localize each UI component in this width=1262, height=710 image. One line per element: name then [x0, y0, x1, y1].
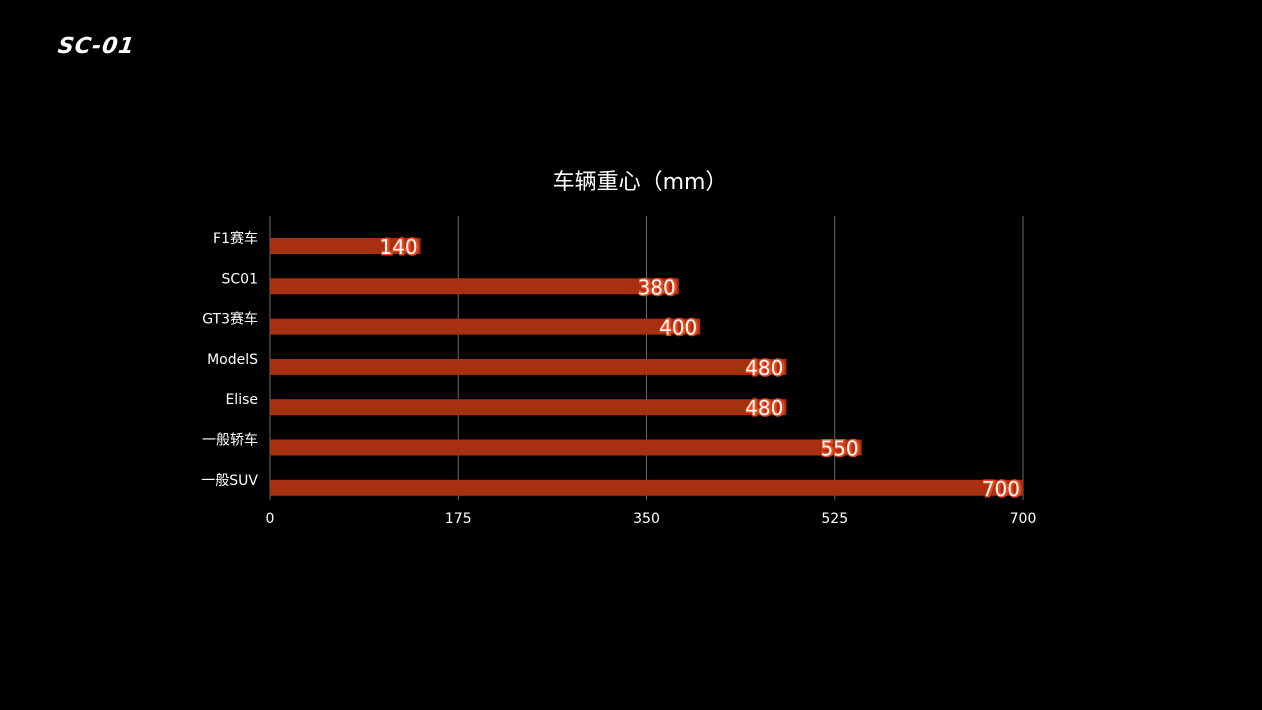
bar	[270, 278, 679, 295]
data-label-outline: 400	[660, 316, 698, 340]
x-tick-labels: 0 175 350 525 700	[266, 511, 1037, 527]
category-label: 一般SUV	[201, 473, 258, 489]
bar	[270, 479, 1023, 496]
data-label-text: 550	[820, 437, 858, 461]
chart-title: 车辆重心（mm）	[553, 170, 728, 195]
category-label: Elise	[225, 392, 258, 408]
data-label-text: 140	[379, 235, 417, 259]
category-label: 一般轿车	[202, 432, 258, 449]
category-label: GT3赛车	[202, 311, 258, 328]
data-labels: 1401403803804004004804804804805505507007…	[379, 234, 1023, 503]
x-tick-label: 175	[445, 511, 472, 527]
category-label: ModelS	[207, 352, 258, 368]
data-label-outline: 480	[746, 356, 784, 380]
data-label-outline: 480	[746, 396, 784, 420]
x-tick-label: 700	[1010, 511, 1037, 527]
data-label-outline: 140	[380, 235, 418, 259]
bar	[270, 238, 421, 254]
bar	[270, 358, 787, 375]
category-label: F1赛车	[213, 230, 258, 247]
x-tick-label: 350	[633, 511, 660, 527]
data-label-outline: 380	[639, 275, 677, 299]
data-label-text: 400	[659, 316, 697, 340]
bar	[270, 439, 862, 456]
x-tick-label: 0	[266, 511, 275, 527]
data-label-outline: 700	[983, 477, 1021, 501]
data-label-text: 700	[982, 477, 1020, 501]
data-label-text: 480	[745, 396, 783, 420]
data-label-text: 380	[638, 275, 676, 299]
bars	[270, 238, 1023, 496]
bar	[270, 318, 701, 335]
data-label-text: 480	[745, 356, 783, 380]
bar	[270, 399, 787, 416]
data-label-outline: 550	[821, 437, 859, 461]
category-label: SC01	[222, 271, 258, 287]
x-tick-label: 525	[821, 511, 848, 527]
